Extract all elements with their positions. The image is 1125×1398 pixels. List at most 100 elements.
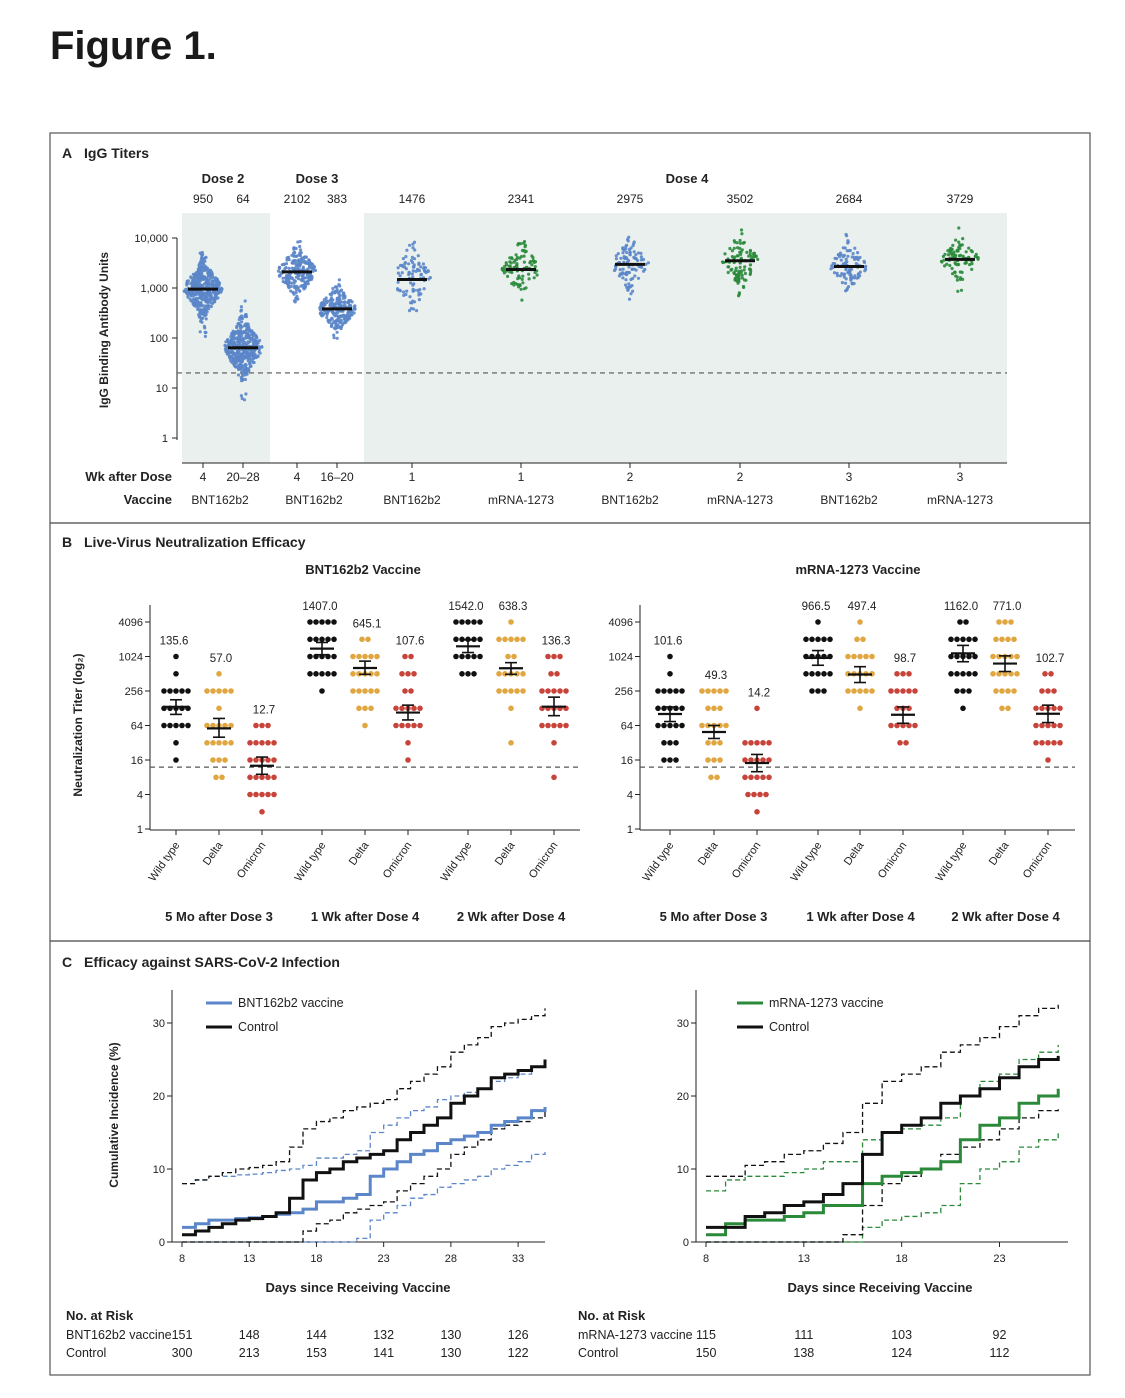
- titer-point: [843, 281, 848, 285]
- gmt-label: 2102: [284, 192, 311, 206]
- titer-point: [198, 330, 202, 334]
- titer-point: [1005, 636, 1011, 643]
- titer-point: [950, 266, 954, 271]
- titer-point: [271, 740, 277, 746]
- titer-point: [422, 287, 426, 291]
- titer-point: [284, 276, 288, 280]
- titer-point: [639, 258, 644, 262]
- panel-a-plot: 950 4 BNT162b2 64 20–28 2102 4 BNT162b2 383 16–20…: [177, 192, 1007, 507]
- titer-point: [206, 304, 210, 308]
- titer-point: [234, 337, 238, 341]
- titer-point: [510, 282, 514, 286]
- titer-point: [304, 260, 308, 264]
- x-tick-label: 13: [798, 1253, 810, 1265]
- titer-point: [966, 636, 972, 643]
- titer-point: [999, 705, 1005, 712]
- titer-point: [403, 262, 407, 266]
- titer-point: [192, 282, 196, 287]
- titer-point: [192, 280, 196, 284]
- titer-point: [621, 276, 625, 280]
- titer-point: [627, 259, 631, 263]
- titer-point: [864, 264, 868, 268]
- titer-point: [239, 329, 243, 333]
- titer-point: [247, 791, 253, 798]
- titer-point: [330, 317, 334, 321]
- titer-point: [411, 671, 417, 677]
- titer-point: [293, 284, 297, 288]
- titer-point: [228, 343, 232, 347]
- titer-point: [952, 250, 956, 254]
- gmt-label: 1542.0: [448, 601, 483, 613]
- titer-point: [717, 757, 723, 763]
- titer-point: [258, 338, 262, 343]
- titer-point: [290, 261, 294, 265]
- titer-point: [200, 250, 204, 255]
- variant-label: Delta: [842, 839, 867, 868]
- titer-point: [203, 334, 207, 338]
- titer-point: [667, 757, 673, 763]
- titer-point: [335, 296, 339, 300]
- titer-point: [253, 333, 257, 337]
- titer-point: [240, 316, 244, 320]
- titer-point: [624, 247, 628, 251]
- x-tick-label: 23: [378, 1253, 390, 1265]
- titer-point: [1048, 671, 1054, 677]
- at-risk-value: 112: [990, 1346, 1010, 1360]
- titer-point: [948, 263, 952, 268]
- titer-point: [248, 356, 252, 360]
- titer-point: [626, 239, 630, 243]
- titer-point: [860, 636, 866, 643]
- titer-point: [972, 671, 978, 677]
- titer-point: [248, 336, 252, 340]
- titer-point: [1039, 688, 1045, 694]
- titer-point: [850, 255, 854, 259]
- titer-point: [500, 267, 504, 271]
- titer-point: [471, 653, 477, 660]
- titer-point: [1051, 688, 1057, 694]
- x-tick-label: 23: [993, 1253, 1005, 1265]
- y-tick-label: 10: [677, 1164, 689, 1176]
- titer-point: [328, 302, 332, 306]
- titer-point: [630, 284, 634, 288]
- titer-point: [271, 774, 277, 781]
- titer-point: [960, 705, 966, 712]
- titer-point: [322, 298, 326, 302]
- x-tick-label: 33: [512, 1253, 524, 1265]
- titer-point: [405, 248, 409, 252]
- titer-point: [298, 239, 302, 244]
- titer-point: [173, 722, 179, 729]
- titer-point: [733, 276, 737, 281]
- titer-point: [342, 315, 346, 319]
- titer-point: [508, 688, 514, 694]
- titer-point: [730, 255, 735, 259]
- at-risk-value: 130: [440, 1346, 461, 1360]
- titer-point: [319, 636, 325, 643]
- titer-point: [204, 317, 208, 321]
- at-risk-row-label: Control: [66, 1346, 106, 1360]
- titer-point: [179, 688, 185, 694]
- variant-label: Delta: [347, 839, 372, 868]
- titer-point: [329, 324, 333, 328]
- titer-point: [459, 619, 465, 625]
- titer-point: [511, 653, 517, 660]
- titer-point: [368, 653, 374, 660]
- ci-upper-line: [182, 1063, 546, 1185]
- titer-point: [236, 373, 241, 377]
- titer-point: [332, 333, 336, 337]
- titer-point: [313, 636, 319, 643]
- titer-point: [325, 636, 331, 643]
- titer-point: [821, 636, 827, 643]
- titer-point: [739, 250, 743, 254]
- titer-point: [661, 722, 667, 729]
- titer-point: [815, 688, 821, 694]
- gmt-label: 2684: [836, 192, 863, 206]
- titer-point: [419, 272, 423, 276]
- titer-point: [426, 269, 430, 273]
- titer-point: [298, 253, 302, 258]
- titer-point: [969, 249, 973, 253]
- titer-point: [673, 688, 679, 694]
- titer-point: [557, 688, 563, 694]
- at-risk-row-label: mRNA-1273 vaccine: [578, 1328, 693, 1342]
- titer-point: [852, 276, 857, 280]
- titer-point: [667, 740, 673, 746]
